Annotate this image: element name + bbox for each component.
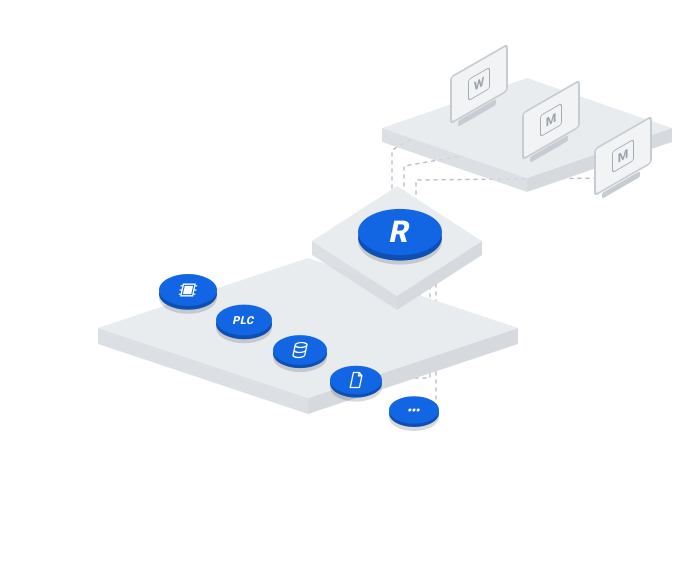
chip-icon: [176, 280, 200, 300]
screen-m1-badge: M: [540, 103, 562, 138]
node-chip-glyph: [176, 280, 200, 300]
db-icon: [288, 340, 312, 360]
dots-icon: [402, 400, 426, 420]
node-router-glyph: R: [386, 214, 413, 249]
screen-w-badge: W: [468, 67, 490, 102]
node-file-glyph: [344, 370, 368, 390]
node-plc-glyph: PLC: [232, 313, 256, 326]
screen-m2: M: [594, 132, 648, 194]
file-icon: [344, 370, 368, 390]
screen-w: W: [450, 60, 504, 122]
diagram-stage: PLC R W M M: [0, 0, 690, 577]
node-more-glyph: [402, 400, 426, 420]
screen-m2-badge: M: [612, 139, 634, 174]
node-db-glyph: [288, 340, 312, 360]
screen-m1: M: [522, 96, 576, 158]
